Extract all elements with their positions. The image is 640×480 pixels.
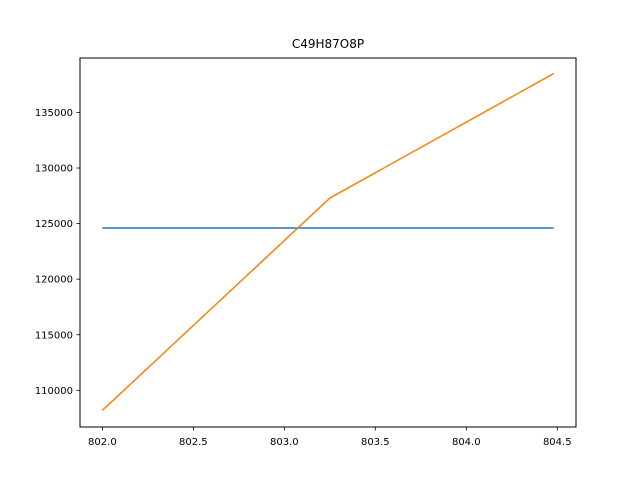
series-line-2 <box>101 72 554 411</box>
y-tick-label: 120000 <box>35 275 73 286</box>
y-tick-label: 130000 <box>35 164 73 175</box>
plot-frame <box>79 57 577 428</box>
series-layer <box>101 72 554 411</box>
y-tick-label: 125000 <box>35 219 73 230</box>
x-tick-label: 804.5 <box>543 437 572 448</box>
y-tick-label: 135000 <box>35 108 73 119</box>
x-axis: 802.0 802.5 803.0 803.5 804.0 804.5 <box>88 427 572 448</box>
x-tick-label: 804.0 <box>452 437 481 448</box>
y-axis: 110000 115000 120000 125000 130000 135000 <box>35 108 80 397</box>
x-tick-label: 802.5 <box>179 437 208 448</box>
chart-title: C49H87O8P <box>292 37 364 51</box>
y-tick-label: 115000 <box>35 330 73 341</box>
x-tick-label: 802.0 <box>88 437 117 448</box>
y-tick-label: 110000 <box>35 386 73 397</box>
x-tick-label: 803.0 <box>270 437 299 448</box>
x-tick-label: 803.5 <box>361 437 390 448</box>
